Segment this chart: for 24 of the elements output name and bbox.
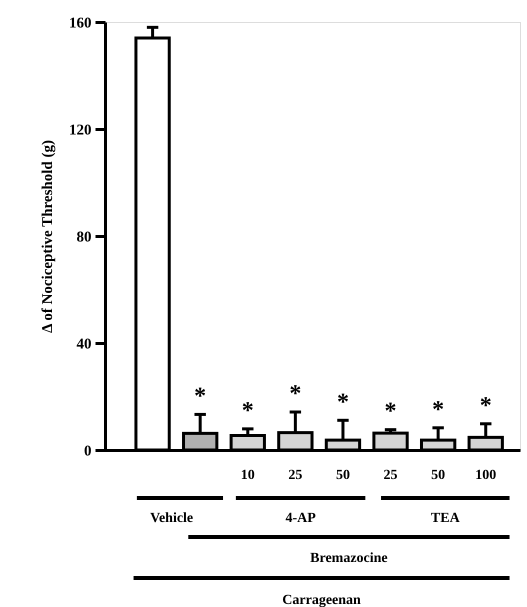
data-label: * [194,383,206,410]
text: Vehicle [150,511,194,526]
y-axis-title: Δ of Nociceptive Threshold (g) [40,140,56,334]
x-tick-label: 10 [240,468,255,483]
x-tick-label: 25 [384,468,398,483]
text: TEA [430,511,461,526]
x-tick-label: 50 [431,468,446,483]
data-label: * [289,381,302,408]
y-tick-label: 80 [76,230,92,246]
y-tick-label: 120 [69,122,92,138]
x-tick-label: 25 [288,468,302,483]
data-label: * [480,392,492,419]
text: Bremazocine [310,551,388,566]
y-tick-label: 40 [76,336,92,352]
data-label: * [432,396,444,423]
text: 4-AP [285,511,316,526]
data-label: * [384,398,397,425]
y-tick-label: 160 [69,16,92,32]
x-tick-label: 50 [336,468,350,483]
x-tick-label: 100 [475,468,496,483]
data-label: * [336,389,349,416]
data-label: * [242,398,254,424]
text: Carrageenan [282,593,362,607]
y-tick-label: 0 [84,444,92,460]
